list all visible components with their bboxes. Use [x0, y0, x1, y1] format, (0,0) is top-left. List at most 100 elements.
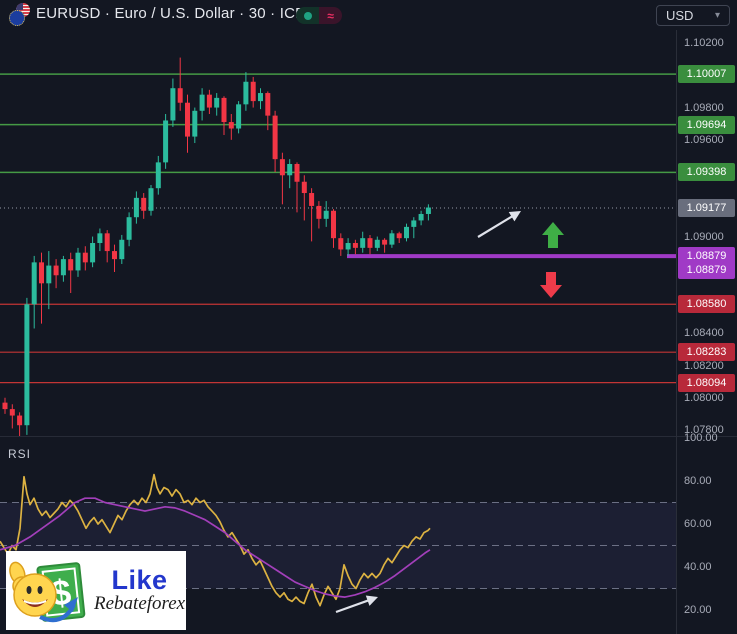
candle-body	[236, 104, 242, 129]
candle-body	[309, 193, 315, 206]
wave-icon: ≈	[327, 8, 334, 23]
candle-body	[185, 102, 190, 137]
candle-body	[112, 251, 117, 260]
candle-body	[404, 226, 409, 239]
candle-body	[2, 402, 8, 410]
candle-body	[31, 262, 37, 305]
candle-body	[90, 243, 96, 263]
rsi-axis[interactable]: 100.00 80.00 60.00 40.00 20.00	[677, 432, 737, 634]
symbol-flag-icon	[7, 3, 31, 27]
axis-separator	[676, 30, 677, 634]
price-axis-label: 1.10200	[684, 37, 724, 50]
candle-body	[9, 409, 15, 416]
candle-body	[170, 88, 176, 121]
candle-body	[265, 93, 271, 116]
candle-body	[272, 115, 278, 160]
candle-body	[141, 197, 147, 211]
candle-body	[374, 239, 380, 248]
candle-body	[287, 163, 293, 176]
candle-body	[360, 238, 366, 248]
price-chart-canvas[interactable]	[0, 30, 676, 437]
price-axis-badge-green: 1.09694	[678, 115, 735, 134]
price-axis-label: 1.08200	[684, 359, 724, 372]
candle-body	[345, 243, 351, 250]
price-axis-label: 1.07800	[684, 424, 724, 437]
candle-body	[243, 81, 249, 105]
block-arrow-down-icon[interactable]	[540, 272, 562, 298]
currency-label: USD	[666, 8, 694, 23]
price-axis-badge-red: 1.08283	[678, 343, 735, 362]
price-axis-badge-purple: 1.08879	[678, 247, 735, 266]
price-axis-label: 1.08000	[684, 391, 724, 404]
candle-body	[316, 205, 322, 219]
candle-body	[75, 252, 81, 271]
rsi-axis-label: 20.00	[684, 604, 712, 616]
candle-body	[258, 93, 263, 102]
candle-body	[228, 122, 234, 129]
candle-body	[68, 259, 74, 271]
candle-body	[214, 97, 220, 108]
annotation-arrow-head	[508, 211, 521, 222]
candle-body	[301, 181, 307, 194]
rebateforex-logo: $ Like Rebateforex	[6, 551, 186, 630]
candle-body	[39, 262, 44, 284]
chart-header: EURUSD · Euro / U.S. Dollar · 30 · ICE ≈…	[0, 0, 737, 30]
price-axis-label: 1.09000	[684, 230, 724, 243]
logo-like-text: Like	[111, 564, 168, 595]
candle-body	[155, 162, 161, 189]
rsi-axis-label: 100.00	[684, 432, 718, 444]
symbol-title[interactable]: EURUSD · Euro / U.S. Dollar · 30 · ICE	[36, 5, 306, 22]
candle-body	[24, 304, 30, 426]
candle-body	[367, 238, 373, 248]
candle-body	[177, 88, 183, 103]
price-axis-badge-green: 1.09398	[678, 163, 735, 182]
data-delay-segment: ≈	[319, 7, 342, 24]
candle-body	[82, 252, 88, 263]
candle-body	[425, 207, 431, 214]
pane-separator[interactable]	[0, 436, 737, 437]
candle-body	[126, 217, 132, 240]
rsi-axis-label: 60.00	[684, 518, 712, 530]
price-axis-badge-purple: 1.08879	[678, 261, 735, 280]
block-arrow-up-icon[interactable]	[542, 222, 564, 248]
candle-body	[323, 210, 329, 219]
candle-body	[338, 238, 344, 250]
annotation-arrow-head	[365, 595, 378, 606]
candle-body	[104, 233, 110, 252]
candle-body	[192, 110, 198, 137]
candle-body	[53, 265, 59, 276]
market-open-dot-icon	[303, 11, 312, 20]
candle-body	[163, 120, 169, 163]
market-status-indicator[interactable]: ≈	[296, 7, 342, 24]
candle-body	[97, 233, 103, 244]
rebateforex-mascot-icon: $	[9, 561, 86, 622]
price-axis-badge-red: 1.08094	[678, 373, 735, 392]
candle-body	[331, 210, 336, 239]
candle-body	[352, 243, 358, 248]
candle-body	[389, 233, 395, 245]
market-open-segment	[296, 7, 319, 24]
logo-brand-text: Rebateforex	[94, 592, 186, 614]
candle-body	[199, 94, 205, 111]
candle-body	[17, 415, 23, 426]
rsi-indicator-title[interactable]: RSI	[8, 447, 32, 461]
candle-body	[60, 259, 66, 276]
candle-body	[133, 197, 139, 218]
price-axis-label: 1.08400	[684, 327, 724, 340]
candle-body	[250, 81, 256, 102]
candle-body	[46, 265, 52, 284]
price-axis-label: 1.09800	[684, 101, 724, 114]
candle-body	[148, 188, 154, 211]
annotation-arrow[interactable]	[477, 212, 519, 238]
price-axis[interactable]: 1.10200 1.09800 1.09600 1.09000 1.08400 1.082…	[677, 30, 737, 437]
currency-selector-button[interactable]: USD ▾	[656, 5, 730, 26]
candle-body	[206, 94, 212, 108]
candle-body	[382, 239, 388, 245]
rsi-axis-label: 40.00	[684, 561, 712, 573]
rsi-series-rsi	[0, 473, 431, 607]
candle-body	[221, 97, 227, 123]
candle-body	[396, 233, 402, 239]
candle-body	[418, 213, 424, 221]
price-axis-label: 1.09600	[684, 133, 724, 146]
